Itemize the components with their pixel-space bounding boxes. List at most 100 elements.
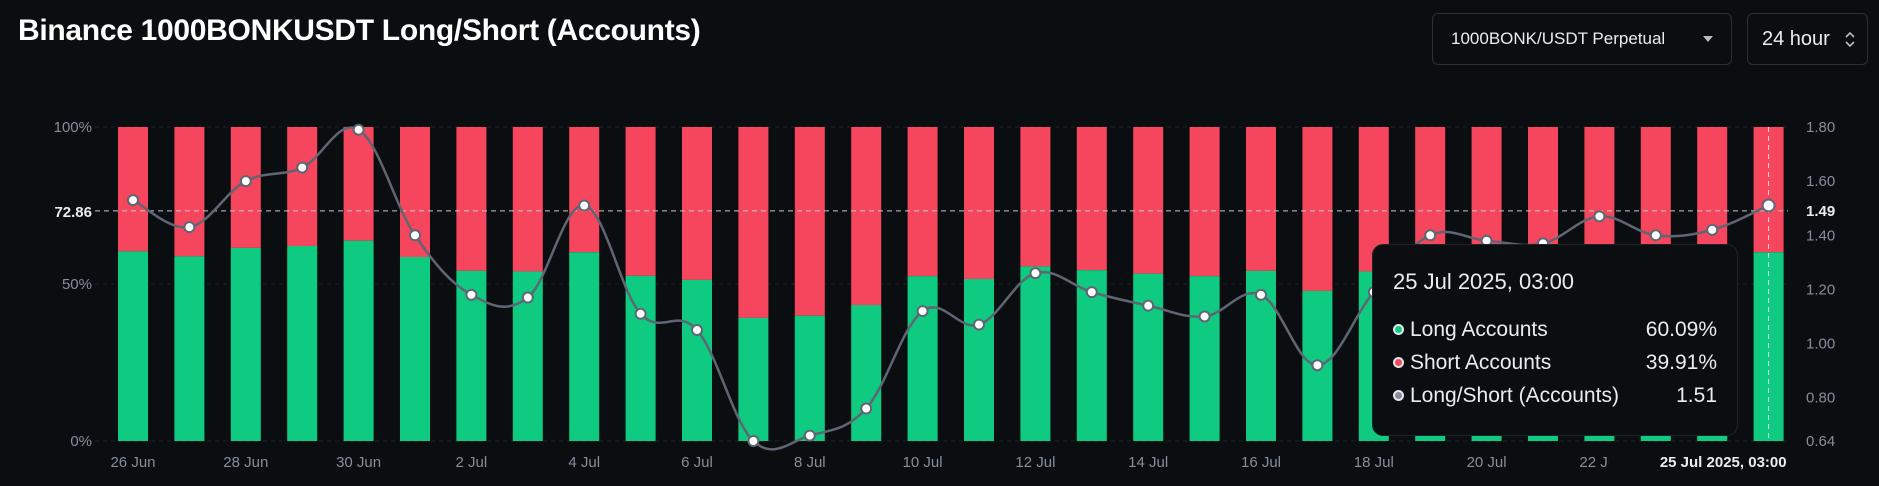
- tooltip-value: 39.91%: [1645, 350, 1717, 374]
- left-crosshair-badge: [36, 199, 94, 226]
- right-axis-tick: 1.60: [1806, 173, 1835, 190]
- ratio-point: [1311, 359, 1324, 372]
- ratio-point: [916, 305, 929, 318]
- long-bar: [287, 246, 318, 441]
- ratio-point: [1593, 210, 1606, 223]
- chevron-down-icon: [1703, 36, 1713, 42]
- ratio-point: [691, 324, 703, 337]
- right-axis-tick: 0.64: [1806, 433, 1835, 450]
- period-select[interactable]: 24 hour: [1747, 13, 1868, 65]
- short-bar: [1584, 127, 1615, 255]
- long-bar: [1076, 270, 1107, 441]
- x-axis-tick: 14 Jul: [1128, 454, 1168, 471]
- x-axis-tick: 16 Jul: [1241, 454, 1281, 471]
- long-bar: [1189, 276, 1220, 441]
- short-dot-icon: [1393, 357, 1404, 368]
- short-bar: [851, 127, 882, 306]
- tooltip-row-short: Short Accounts 39.91%: [1393, 346, 1717, 379]
- short-bar: [118, 127, 148, 252]
- ratio-point: [296, 161, 309, 174]
- short-bar: [456, 127, 487, 271]
- left-axis-tick: 100%: [54, 119, 92, 136]
- ratio-point: [127, 194, 139, 207]
- ratio-dot-icon: [1393, 390, 1404, 401]
- short-bar: [1246, 127, 1276, 271]
- x-axis-tick: 30 Jun: [336, 454, 381, 471]
- ratio-point: [1706, 223, 1719, 236]
- symbol-select[interactable]: 1000BONK/USDT Perpetual: [1432, 13, 1732, 65]
- right-axis-tick: 1.80: [1806, 119, 1835, 136]
- ratio-point: [803, 429, 816, 442]
- short-bar: [343, 127, 374, 241]
- right-axis-tick: 1.40: [1806, 227, 1835, 244]
- right-axis-tick: 1.20: [1806, 281, 1835, 298]
- short-bar: [625, 127, 656, 276]
- ratio-point: [183, 221, 196, 234]
- ratio-point: [239, 175, 252, 188]
- ratio-point: [578, 199, 591, 212]
- long-bar: [343, 240, 374, 441]
- long-bar: [400, 256, 430, 441]
- ratio-point: [352, 123, 365, 136]
- short-bar: [1302, 127, 1333, 291]
- hover-tooltip: 25 Jul 2025, 03:00 Long Accounts 60.09% …: [1373, 245, 1737, 435]
- x-axis-tick: 6 Jul: [681, 454, 713, 471]
- tooltip-value: 1.51: [1676, 383, 1717, 407]
- short-bar: [964, 127, 994, 279]
- long-bar: [851, 305, 882, 441]
- ratio-point: [521, 291, 534, 304]
- long-bar: [625, 275, 656, 441]
- ratio-point: [1198, 310, 1211, 323]
- ratio-point: [1761, 198, 1776, 213]
- short-bar: [569, 127, 600, 253]
- x-axis-tick: 26 Jun: [110, 454, 155, 471]
- ratio-point: [1029, 267, 1042, 280]
- ratio-point: [465, 288, 478, 301]
- right-axis-tick: 1.00: [1806, 336, 1835, 353]
- sort-updown-icon: [1845, 31, 1855, 47]
- long-bar: [682, 279, 712, 441]
- right-crosshair-value: 1.49: [1806, 203, 1835, 220]
- long-bar: [1020, 266, 1051, 441]
- x-axis-tick: 4 Jul: [568, 454, 600, 471]
- ratio-line: [132, 126, 1770, 451]
- long-dot-icon: [1393, 324, 1404, 335]
- long-bar: [1133, 273, 1164, 441]
- short-bar: [907, 127, 938, 277]
- short-bar: [512, 127, 543, 272]
- long-bar: [118, 251, 148, 441]
- ratio-point: [1142, 299, 1155, 312]
- tooltip-label: Short Accounts: [1410, 350, 1552, 374]
- long-bar: [230, 247, 261, 441]
- x-axis-tick: 28 Jun: [223, 454, 268, 471]
- ratio-point: [1085, 286, 1098, 299]
- short-bar: [174, 127, 205, 257]
- tooltip-label: Long Accounts: [1410, 317, 1548, 341]
- short-bar: [1189, 127, 1220, 277]
- long-bar: [738, 317, 769, 441]
- x-axis-tick: 8 Jul: [794, 454, 826, 471]
- left-axis-tick: 50%: [62, 276, 92, 293]
- right-axis-tick: 0.80: [1806, 390, 1835, 407]
- left-axis-tick: 0%: [70, 433, 92, 450]
- x-axis-tick: 10 Jul: [903, 454, 943, 471]
- symbol-select-label: 1000BONK/USDT Perpetual: [1451, 29, 1666, 48]
- long-bar: [964, 278, 994, 441]
- long-bar: [794, 315, 825, 441]
- short-bar: [1528, 127, 1558, 260]
- ratio-point: [634, 307, 647, 320]
- short-bar: [682, 127, 712, 280]
- x-axis-tick: 12 Jul: [1015, 454, 1055, 471]
- ratio-point: [409, 229, 421, 242]
- tooltip-row-long: Long Accounts 60.09%: [1393, 313, 1717, 346]
- right-crosshair-badge: [1796, 197, 1852, 224]
- short-bar: [794, 127, 825, 316]
- ratio-point: [860, 402, 873, 415]
- ratio-point: [1424, 229, 1437, 242]
- tooltip-row-ratio: Long/Short (Accounts) 1.51: [1393, 379, 1717, 412]
- page-title: Binance 1000BONKUSDT Long/Short (Account…: [18, 14, 701, 47]
- ratio-point: [1255, 288, 1267, 301]
- short-bar: [287, 127, 318, 247]
- short-bar: [1076, 127, 1107, 271]
